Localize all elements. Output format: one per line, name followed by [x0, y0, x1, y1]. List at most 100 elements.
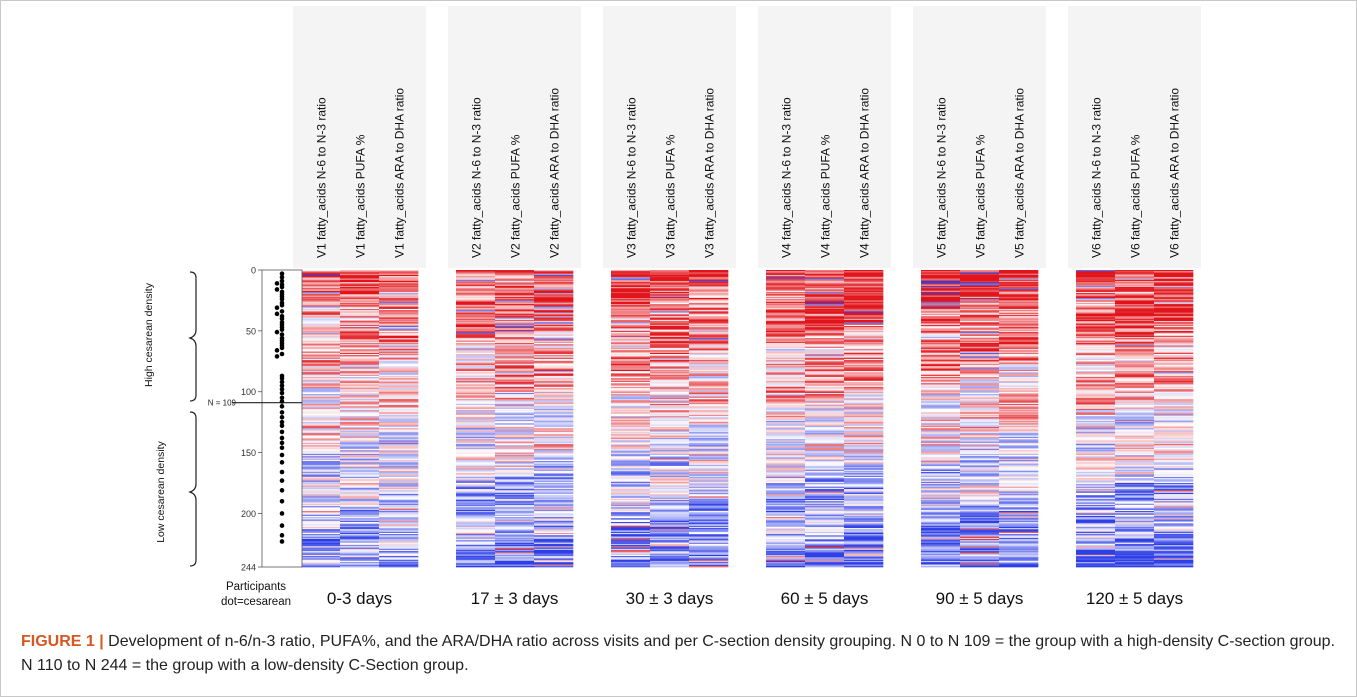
heat-cell — [1115, 313, 1155, 316]
heat-cell — [766, 329, 806, 332]
heat-cell — [1115, 429, 1155, 432]
heat-cell — [805, 414, 845, 417]
heat-cell — [1076, 294, 1116, 296]
heat-cell — [340, 291, 380, 294]
heat-cell — [379, 469, 419, 472]
heat-cell — [1115, 493, 1155, 496]
heat-cell — [495, 271, 535, 273]
heat-cell — [379, 304, 419, 306]
heat-cell — [689, 274, 729, 277]
heat-cell — [999, 372, 1039, 374]
heat-cell — [1115, 434, 1155, 436]
heat-cell — [999, 285, 1039, 288]
heat-cell — [301, 456, 341, 458]
heat-cell — [495, 548, 535, 551]
heat-cell — [340, 280, 380, 283]
heat-cell — [766, 374, 806, 377]
heat-cell — [1076, 353, 1116, 356]
heat-cell — [844, 433, 884, 435]
heat-cell — [844, 360, 884, 362]
heat-cell — [921, 333, 961, 335]
heat-cell — [844, 391, 884, 394]
heat-cell — [766, 384, 806, 386]
heat-cell — [805, 388, 845, 390]
heat-cell — [766, 311, 806, 313]
heat-cell — [805, 283, 845, 285]
heat-cell — [301, 282, 341, 284]
heat-cell — [921, 425, 961, 428]
heat-cell — [301, 396, 341, 399]
heat-cell — [456, 447, 496, 450]
heat-cell — [960, 498, 1000, 501]
heat-cell — [495, 374, 535, 377]
heat-cell — [495, 427, 535, 429]
heat-cell — [1154, 523, 1194, 525]
heat-cell — [960, 334, 1000, 337]
heat-cell — [340, 378, 380, 380]
heat-cell — [1115, 328, 1155, 330]
heat-cell — [805, 318, 845, 321]
heat-cell — [960, 360, 1000, 362]
heat-cell — [1154, 369, 1194, 372]
heat-cell — [495, 456, 535, 458]
heat-cell — [650, 478, 690, 480]
heat-cell — [805, 470, 845, 473]
heat-cell — [611, 343, 651, 345]
heat-cell — [650, 428, 690, 430]
heat-cell — [301, 481, 341, 484]
heat-cell — [495, 289, 535, 292]
heat-cell — [301, 346, 341, 349]
heat-cell — [921, 416, 961, 418]
heat-cell — [960, 346, 1000, 349]
heat-cell — [340, 442, 380, 445]
heat-cell — [340, 407, 380, 410]
column-header: V3 fatty_acids N-6 to N-3 ratio — [625, 97, 639, 258]
heat-cell — [611, 497, 651, 500]
heat-cell — [960, 336, 1000, 339]
heat-cell — [1115, 414, 1155, 417]
heat-cell — [1115, 333, 1155, 335]
heat-cell — [379, 478, 419, 480]
heat-cell — [960, 363, 1000, 366]
heat-cell — [1076, 322, 1116, 324]
heat-cell — [340, 565, 380, 568]
heat-cell — [379, 435, 419, 438]
heat-cell — [844, 445, 884, 447]
heat-cell — [340, 279, 380, 282]
heat-cell — [650, 493, 690, 496]
heat-cell — [379, 445, 419, 447]
heat-cell — [921, 542, 961, 545]
heat-cell — [805, 558, 845, 561]
heat-cell — [650, 491, 690, 494]
heat-cell — [1115, 362, 1155, 365]
heat-cell — [960, 366, 1000, 368]
heat-cell — [301, 288, 341, 290]
heat-cell — [766, 353, 806, 356]
heat-cell — [650, 560, 690, 563]
heat-cell — [301, 452, 341, 455]
heat-cell — [1154, 273, 1194, 276]
heat-cell — [379, 277, 419, 279]
heat-cell — [456, 323, 496, 326]
heat-cell — [495, 484, 535, 486]
heat-cell — [805, 560, 845, 563]
heat-cell — [340, 339, 380, 341]
heat-cell — [495, 401, 535, 404]
heat-cell — [766, 293, 806, 295]
heat-cell — [340, 308, 380, 311]
heat-cell — [301, 295, 341, 298]
heat-cell — [1076, 543, 1116, 546]
heat-cell — [805, 447, 845, 450]
heat-cell — [844, 411, 884, 413]
heat-cell — [650, 340, 690, 343]
heat-cell — [844, 420, 884, 423]
heat-cell — [650, 318, 690, 321]
heat-cell — [650, 419, 690, 422]
heat-cell — [1076, 339, 1116, 341]
heat-cell — [1115, 377, 1155, 379]
heat-cell — [534, 396, 574, 399]
heat-cell — [1076, 503, 1116, 506]
heat-cell — [766, 467, 806, 469]
heat-cell — [805, 288, 845, 290]
heat-cell — [495, 364, 535, 367]
